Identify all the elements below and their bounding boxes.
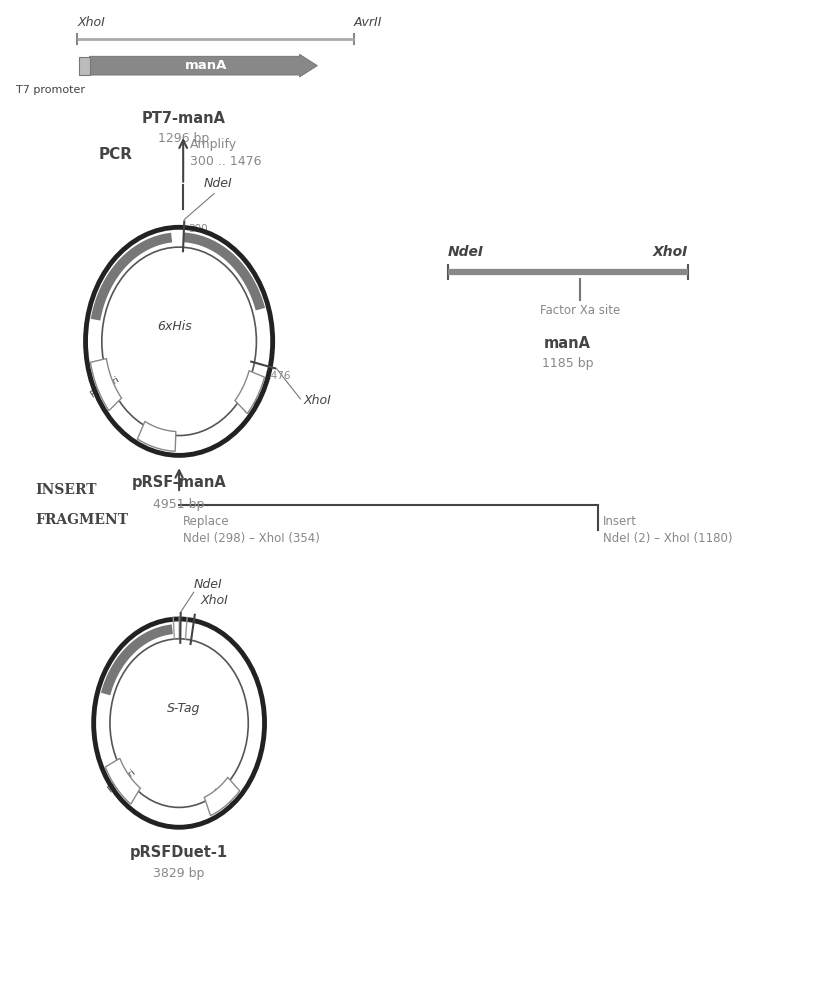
Circle shape <box>95 620 264 826</box>
Text: lacI: lacI <box>123 270 145 292</box>
Text: S-Tag: S-Tag <box>167 702 200 715</box>
Text: lacI: lacI <box>128 663 150 685</box>
Text: NdeI (298) – XhoI (354): NdeI (298) – XhoI (354) <box>183 532 320 545</box>
Text: Factor Xa site: Factor Xa site <box>539 304 620 317</box>
Text: 300: 300 <box>188 224 208 234</box>
Text: RSF ori: RSF ori <box>107 768 138 794</box>
Text: 4951 bp: 4951 bp <box>154 498 205 511</box>
Text: T7 promoter: T7 promoter <box>16 85 85 95</box>
Text: RSF ori: RSF ori <box>90 375 121 400</box>
Polygon shape <box>137 421 176 451</box>
Polygon shape <box>205 777 240 816</box>
Text: 6xHis: 6xHis <box>158 320 192 333</box>
Text: manA: manA <box>185 59 228 72</box>
Text: 1476: 1476 <box>265 371 291 381</box>
Text: Replace: Replace <box>183 515 230 528</box>
Text: pRSFDuet-1: pRSFDuet-1 <box>130 845 229 860</box>
Text: XhoI: XhoI <box>303 394 331 407</box>
Text: KanR: KanR <box>146 435 169 444</box>
Text: Insert: Insert <box>603 515 637 528</box>
Text: INSERT: INSERT <box>35 483 97 497</box>
Text: PT7-manA: PT7-manA <box>141 111 225 126</box>
FancyArrow shape <box>90 54 317 77</box>
Text: PCR: PCR <box>99 147 132 162</box>
Text: KanR: KanR <box>209 788 234 806</box>
Text: Amplify: Amplify <box>190 138 237 151</box>
Text: 300 .. 1476: 300 .. 1476 <box>190 155 261 168</box>
Text: manA: manA <box>208 266 239 296</box>
Text: NdeI: NdeI <box>448 245 483 259</box>
Polygon shape <box>90 359 122 411</box>
Text: manA: manA <box>544 336 591 351</box>
Text: 1296 bp: 1296 bp <box>158 132 209 145</box>
Text: 1185 bp: 1185 bp <box>542 357 593 370</box>
Text: NdeI: NdeI <box>194 578 223 591</box>
Text: XhoI: XhoI <box>201 594 229 607</box>
Bar <box>79 57 90 75</box>
Text: XhoI: XhoI <box>653 245 688 259</box>
Text: XhoI: XhoI <box>77 16 105 29</box>
Text: NdeI (2) – XhoI (1180): NdeI (2) – XhoI (1180) <box>603 532 732 545</box>
Circle shape <box>86 228 272 454</box>
Text: pRSF-manA: pRSF-manA <box>132 475 227 490</box>
Text: S-Tag: S-Tag <box>238 382 260 406</box>
Polygon shape <box>235 371 265 414</box>
Text: AvrII: AvrII <box>354 16 382 29</box>
Text: NdeI: NdeI <box>204 177 233 190</box>
Text: 3829 bp: 3829 bp <box>154 867 205 880</box>
Text: FRAGMENT: FRAGMENT <box>35 513 128 527</box>
Polygon shape <box>105 758 141 804</box>
